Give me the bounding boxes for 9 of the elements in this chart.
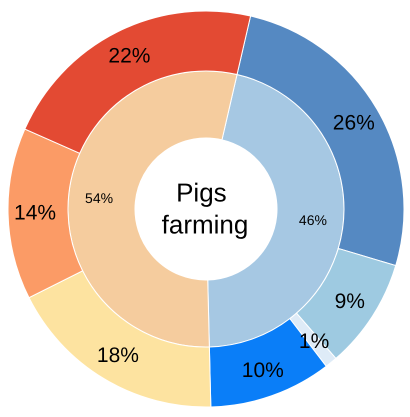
text: Pigs farming [162, 178, 248, 240]
data-label: 9% [334, 290, 365, 314]
data-label: 10% [242, 358, 284, 382]
data-label: 54% [85, 190, 114, 206]
data-label: 26% [332, 111, 375, 134]
data-label: 18% [96, 344, 139, 368]
data-label: 46% [298, 212, 327, 228]
data-label: 22% [108, 44, 150, 68]
data-label: 14% [14, 202, 56, 225]
